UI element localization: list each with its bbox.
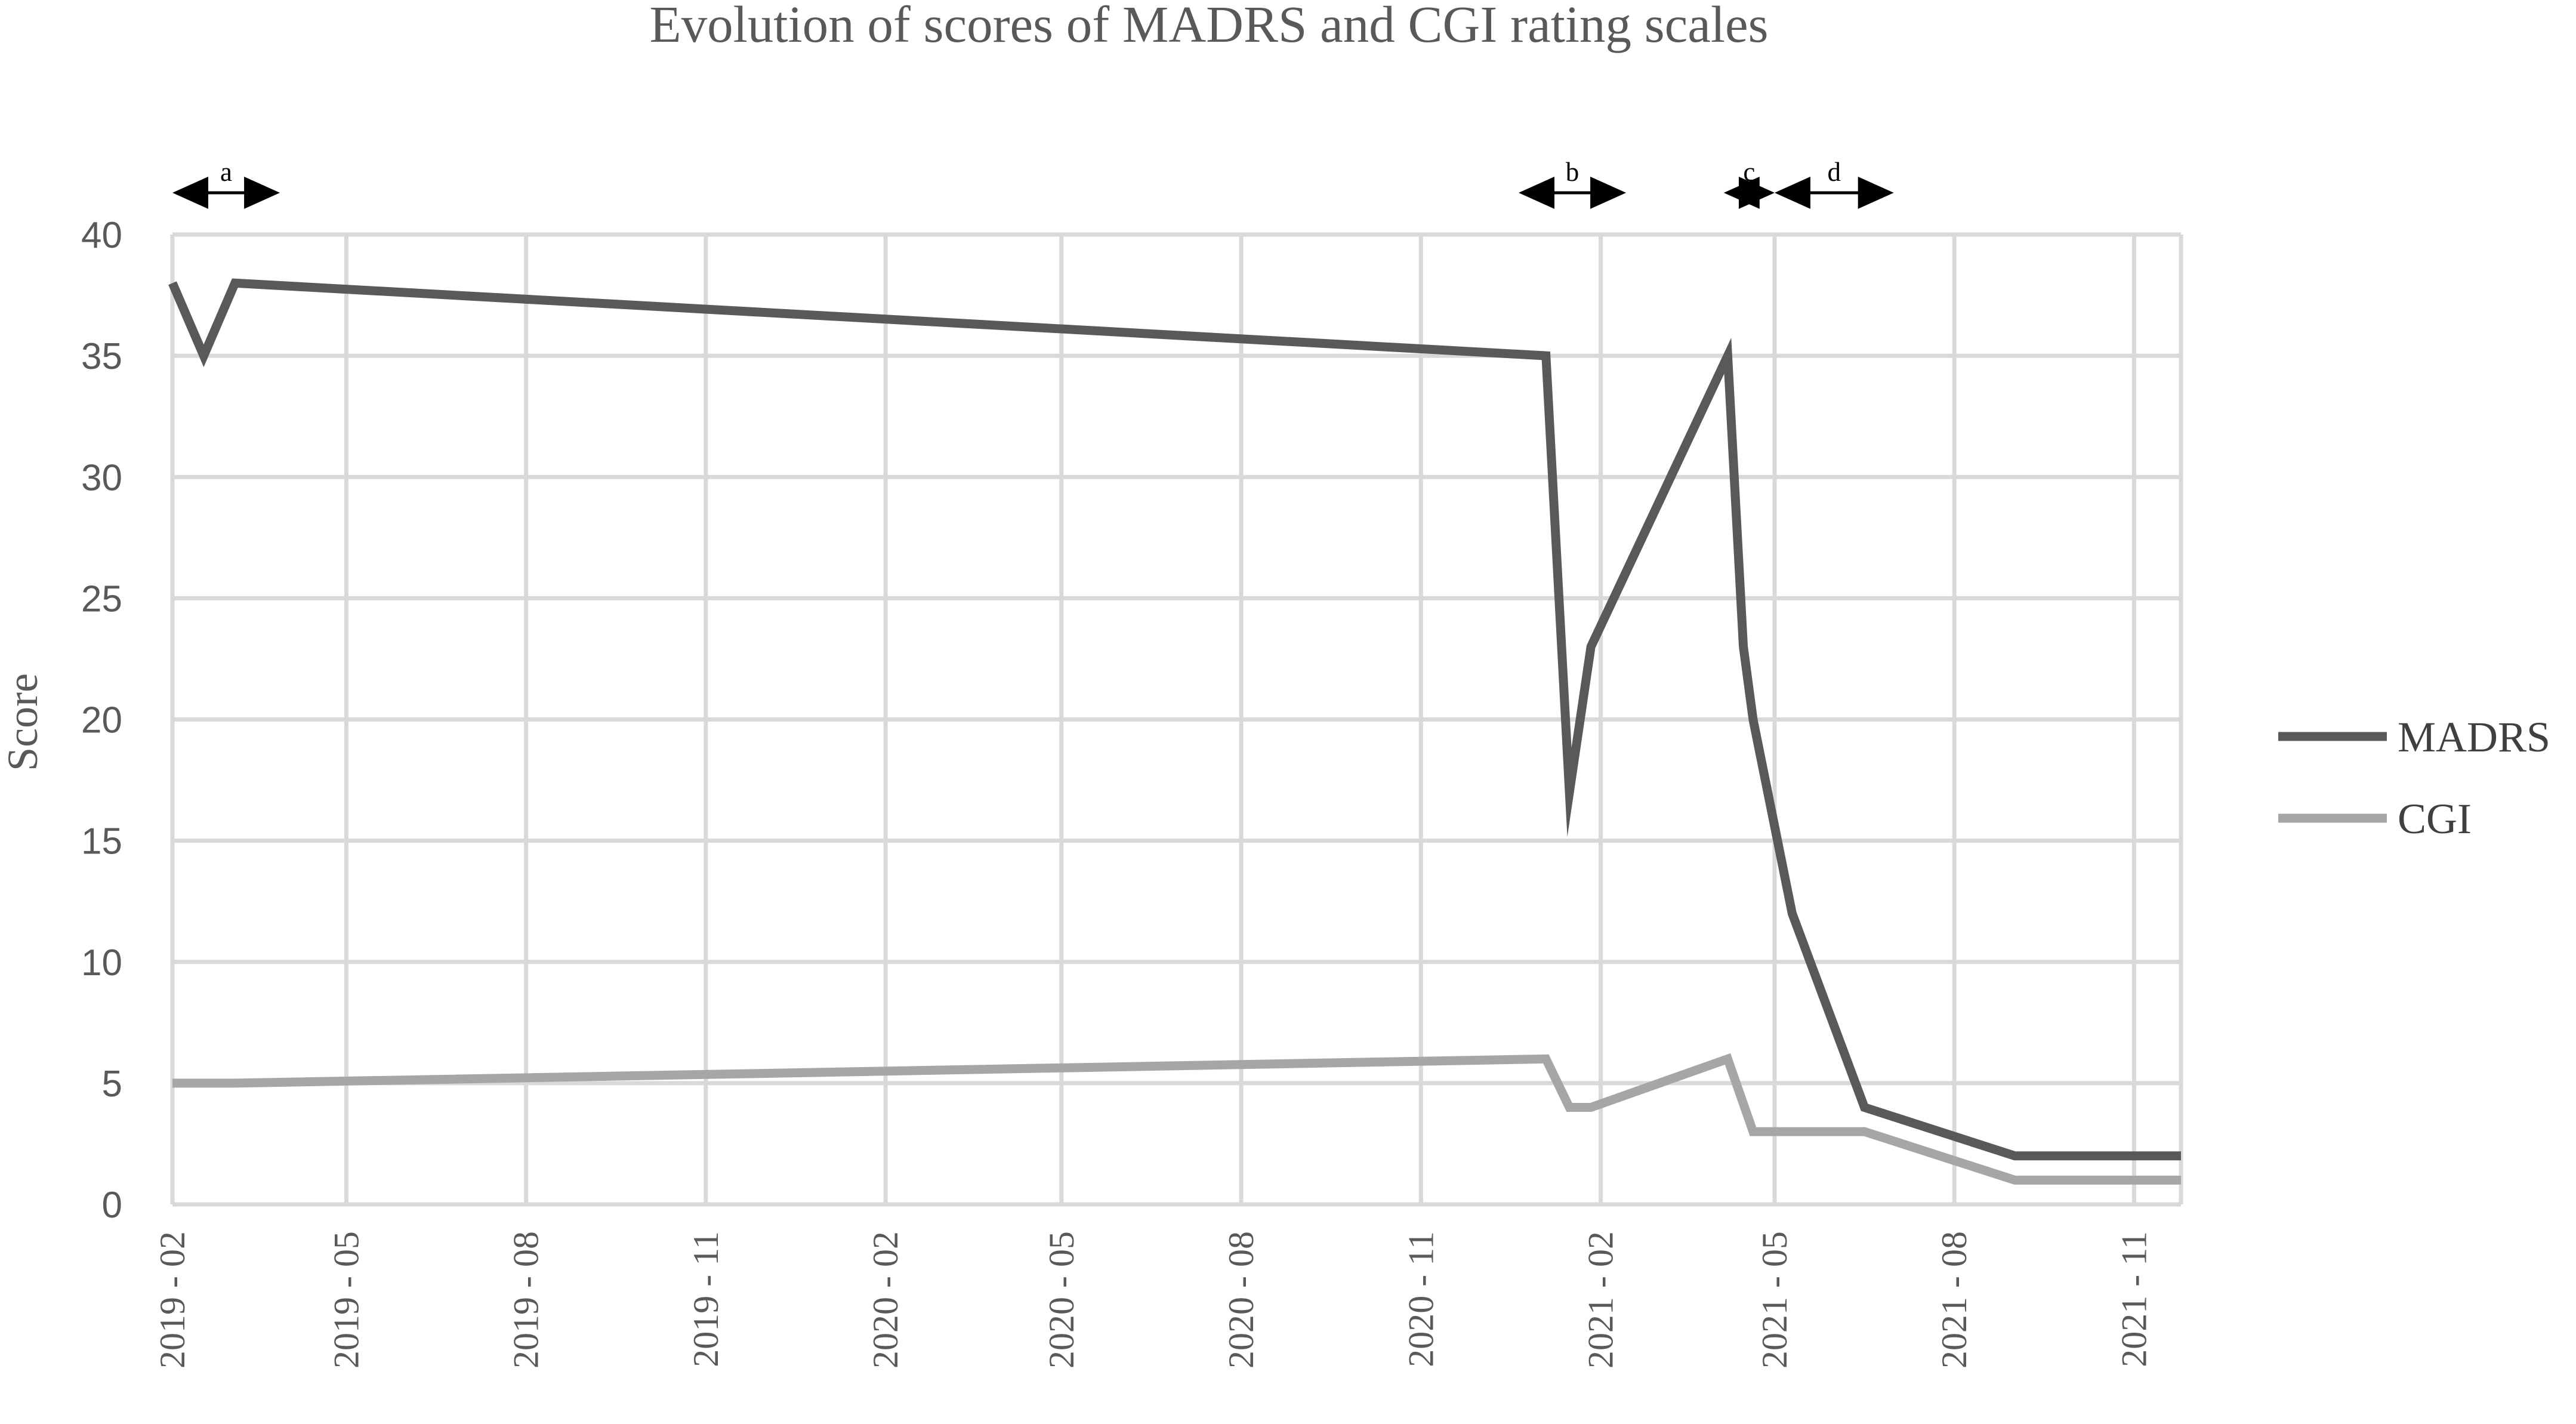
y-tick-label: 5 [102, 1064, 122, 1105]
annotation-a: a [172, 157, 280, 209]
x-tick-label: 2020 - 02 [866, 1231, 905, 1368]
y-tick-label: 25 [81, 578, 122, 619]
x-tick-label: 2020 - 05 [1042, 1231, 1081, 1368]
x-tick-label: 2020 - 08 [1221, 1231, 1261, 1368]
annotation-b: b [1519, 157, 1627, 209]
y-gridlines [172, 232, 2181, 1207]
y-tick-label: 40 [81, 215, 122, 256]
annotation-arrowhead-right [244, 177, 280, 209]
y-tick-label: 30 [81, 457, 122, 498]
y-tick-label: 20 [81, 700, 122, 741]
y-axis-label: Score [0, 673, 47, 771]
annotation-arrowhead-right [1858, 177, 1894, 209]
x-tick-label: 2019 - 05 [326, 1231, 366, 1368]
y-tick-label: 35 [81, 336, 122, 377]
y-tick-label: 15 [81, 821, 122, 862]
phase-annotations: a b c d [172, 157, 1894, 209]
chart-title: Evolution of scores of MADRS and CGI rat… [649, 0, 1768, 53]
legend-label-cgi: CGI [2398, 795, 2472, 843]
x-tick-label: 2019 - 08 [507, 1231, 546, 1368]
annotation-d: d [1774, 157, 1894, 209]
annotation-arrowhead-right [1738, 177, 1775, 209]
annotation-label: d [1828, 157, 1841, 187]
annotation-arrowhead-right [1590, 177, 1627, 209]
annotation-label: c [1743, 157, 1755, 187]
annotation-arrowhead-left [172, 177, 208, 209]
annotation-label: a [220, 157, 232, 187]
series-lines [168, 278, 2181, 1185]
x-tick-label: 2019 - 11 [686, 1231, 726, 1367]
annotation-arrowhead-left [1774, 177, 1810, 209]
x-tick-label: 2021 - 05 [1755, 1231, 1794, 1368]
annotation-c: c [1723, 157, 1775, 209]
x-tick-label: 2021 - 11 [2114, 1231, 2154, 1367]
annotation-label: b [1566, 157, 1579, 187]
y-axis-ticks: 0 5 10 15 20 25 30 35 40 [81, 215, 122, 1226]
x-tick-label: 2021 - 02 [1581, 1231, 1621, 1368]
annotation-arrowhead-left [1519, 177, 1555, 209]
x-tick-label: 2020 - 11 [1401, 1231, 1440, 1367]
series-line-madrs [168, 278, 2181, 1161]
legend-label-madrs: MADRS [2398, 713, 2550, 761]
x-tick-label: 2019 - 02 [153, 1231, 192, 1368]
legend: MADRS CGI [2278, 713, 2550, 843]
x-tick-label: 2021 - 08 [1935, 1231, 1974, 1368]
y-tick-label: 0 [102, 1185, 122, 1226]
y-tick-label: 10 [81, 942, 122, 984]
series-line-cgi [172, 1053, 2181, 1185]
x-axis-ticks: 2019 - 02 2019 - 05 2019 - 08 2019 - 11 2020… [153, 1231, 2154, 1368]
